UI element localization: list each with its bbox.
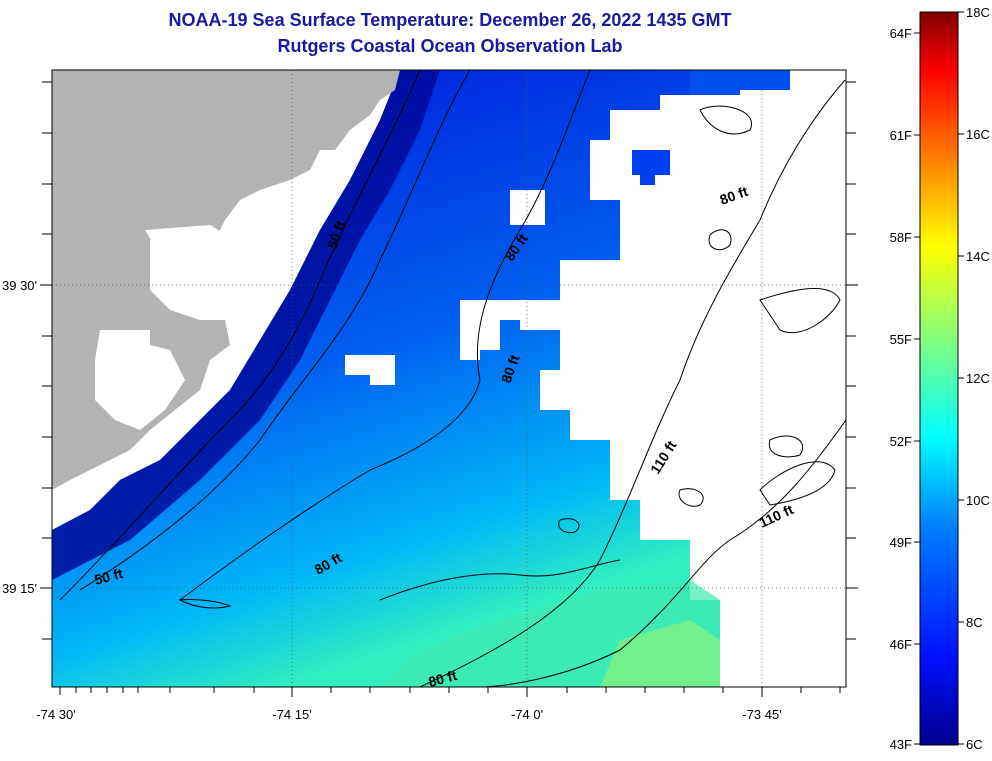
sst-patch-offshore [632, 150, 670, 185]
colorbar-fahrenheit-label: 43F [890, 737, 912, 752]
colorbar-fahrenheit-label: 55F [890, 332, 912, 347]
colorbar-celsius-label: 10C [966, 493, 990, 508]
map-subtitle: Rutgers Coastal Ocean Observation Lab [277, 36, 623, 56]
colorbar-fahrenheit-label: 52F [890, 434, 912, 449]
colorbar-ticks [914, 11, 964, 745]
no-data-patch [460, 300, 520, 360]
no-data-patch [345, 355, 395, 385]
axis-ticks [40, 81, 858, 697]
isobath-contours [59, 70, 846, 687]
lon-label: -74 0' [511, 707, 543, 722]
colorbar-celsius-label: 18C [966, 5, 990, 20]
colorbar-celsius-label: 12C [966, 371, 990, 386]
colorbar-celsius-label: 14C [966, 249, 990, 264]
sst-nearshore-band [52, 70, 440, 580]
colorbar-celsius-label: 8C [966, 615, 983, 630]
colorbar-fahrenheit-label: 58F [890, 230, 912, 245]
colorbar-celsius-label: 16C [966, 127, 990, 142]
colorbar-fahrenheit-label: 49F [890, 535, 912, 550]
colorbar-fahrenheit-label: 64F [890, 26, 912, 41]
lon-label: -73 45' [742, 707, 781, 722]
sst-patch-ne [690, 70, 790, 95]
lat-label: 39 15' [2, 581, 37, 596]
colorbar-fahrenheit-label: 46F [890, 637, 912, 652]
no-data-patch [510, 190, 545, 225]
map-title: NOAA-19 Sea Surface Temperature: Decembe… [168, 10, 732, 30]
lon-label: -74 30' [36, 707, 75, 722]
isobath-label: 80 ft [427, 667, 459, 690]
colorbar-celsius-label: 6C [966, 737, 983, 752]
lat-label: 39 30' [2, 278, 37, 293]
isobath-label: 50 ft [93, 565, 125, 588]
graticule [52, 70, 846, 687]
bay-area [95, 330, 185, 430]
bay-area [145, 225, 235, 270]
colorbar [919, 11, 959, 746]
lon-label: -74 15' [272, 707, 311, 722]
sst-warmest-south [600, 620, 720, 687]
colorbar-fahrenheit-label: 61F [890, 128, 912, 143]
